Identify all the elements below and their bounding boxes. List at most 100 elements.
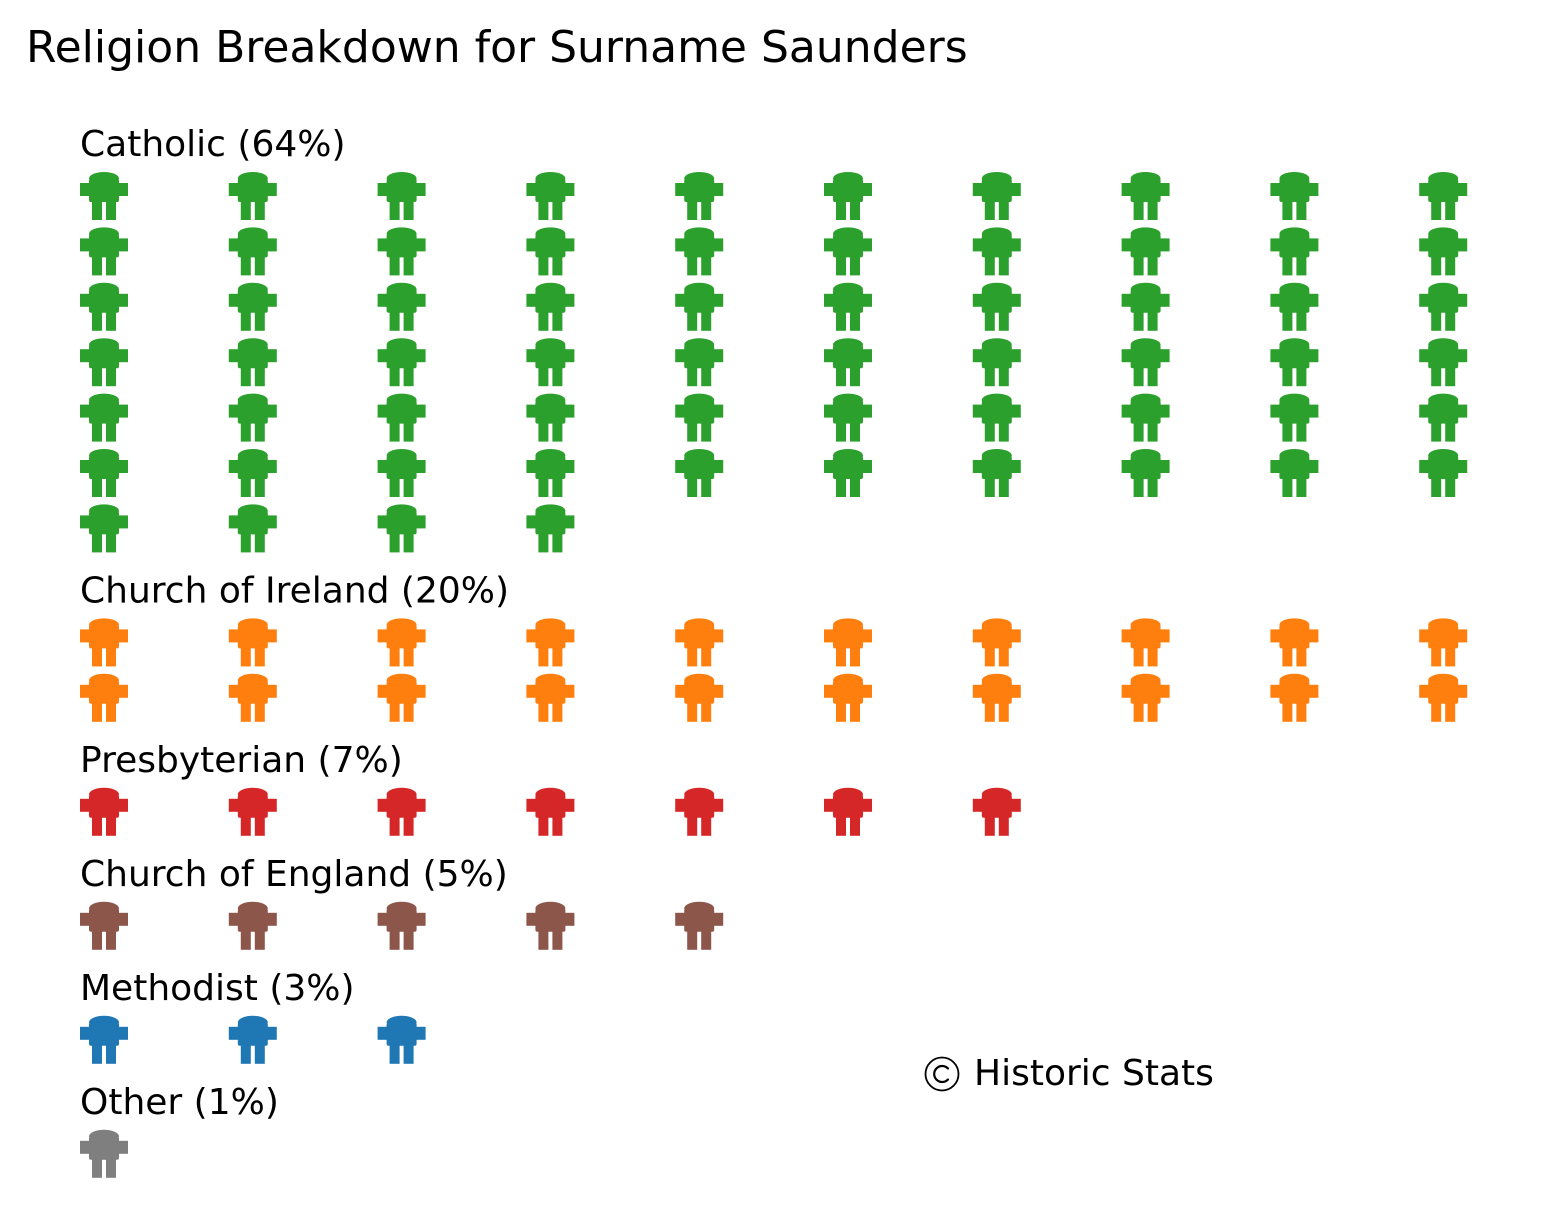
person-icon xyxy=(526,901,575,950)
credit-text: Historic Stats xyxy=(974,1053,1214,1094)
person-icon xyxy=(824,618,872,667)
person-icon xyxy=(972,618,1021,667)
person-icon xyxy=(80,901,128,950)
category-label: Catholic (64%) xyxy=(80,124,346,165)
person-icon xyxy=(824,393,872,442)
person-icon xyxy=(972,227,1021,276)
person-icon xyxy=(526,282,575,331)
person-icon xyxy=(526,227,575,276)
person-icon xyxy=(1121,673,1170,722)
person-icon xyxy=(526,787,575,836)
person-icon xyxy=(1419,338,1468,387)
person-icon xyxy=(1419,172,1468,220)
person-icon xyxy=(80,504,128,553)
copyright-icon xyxy=(924,1056,960,1092)
person-icon xyxy=(972,282,1021,331)
person-icon xyxy=(1270,282,1319,331)
person-icon xyxy=(80,787,128,836)
person-icon xyxy=(80,172,128,220)
category-label: Other (1%) xyxy=(80,1082,279,1123)
person-icon xyxy=(1270,673,1319,722)
person-icon xyxy=(972,449,1021,497)
credit: Historic Stats xyxy=(924,1050,1214,1098)
person-icon xyxy=(228,618,277,667)
person-icon xyxy=(1270,227,1319,276)
person-icon xyxy=(1121,338,1170,387)
person-icon xyxy=(80,393,128,442)
person-icon xyxy=(824,338,872,387)
person-icon xyxy=(228,338,277,387)
chart-title: Religion Breakdown for Surname Saunders xyxy=(26,22,968,73)
person-icon xyxy=(675,172,724,220)
person-icon xyxy=(1270,618,1319,667)
person-icon xyxy=(377,393,426,442)
person-icon xyxy=(377,673,426,722)
person-icon xyxy=(1121,618,1170,667)
person-icon xyxy=(972,787,1021,836)
person-icon xyxy=(228,504,277,553)
person-icon xyxy=(377,449,426,497)
person-icon xyxy=(1419,449,1468,497)
person-icon xyxy=(526,172,575,220)
person-icon xyxy=(80,282,128,331)
person-icon xyxy=(80,338,128,387)
person-icon xyxy=(1121,393,1170,442)
person-icon xyxy=(824,172,872,220)
person-icon xyxy=(972,338,1021,387)
person-icon xyxy=(377,504,426,553)
person-icon xyxy=(377,901,426,950)
person-icon xyxy=(526,673,575,722)
person-icon xyxy=(675,449,724,497)
person-icon xyxy=(377,787,426,836)
person-icon xyxy=(675,787,724,836)
person-icon xyxy=(1121,172,1170,220)
person-icon xyxy=(824,787,872,836)
person-icon xyxy=(1121,449,1170,497)
person-icon xyxy=(377,618,426,667)
category-label: Church of England (5%) xyxy=(80,854,508,895)
person-icon xyxy=(80,227,128,276)
person-icon xyxy=(1270,393,1319,442)
person-icon xyxy=(228,449,277,497)
person-icon xyxy=(377,1015,426,1064)
person-icon xyxy=(972,673,1021,722)
person-icon xyxy=(228,172,277,220)
person-icon xyxy=(1270,338,1319,387)
person-icon xyxy=(526,449,575,497)
person-icon xyxy=(80,1015,128,1064)
category-label: Methodist (3%) xyxy=(80,968,355,1009)
person-icon xyxy=(377,227,426,276)
person-icon xyxy=(228,1015,277,1064)
person-icon xyxy=(80,449,128,497)
person-icon xyxy=(526,618,575,667)
person-icon xyxy=(228,393,277,442)
person-icon xyxy=(1270,172,1319,220)
person-icon xyxy=(675,338,724,387)
person-icon xyxy=(1419,673,1468,722)
person-icon xyxy=(228,673,277,722)
person-icon xyxy=(972,393,1021,442)
person-icon xyxy=(377,282,426,331)
person-icon xyxy=(675,227,724,276)
person-icon xyxy=(1121,227,1170,276)
category-label: Church of Ireland (20%) xyxy=(80,570,509,611)
person-icon xyxy=(1419,227,1468,276)
person-icon xyxy=(1419,393,1468,442)
person-icon xyxy=(228,227,277,276)
person-icon xyxy=(526,393,575,442)
person-icon xyxy=(972,172,1021,220)
person-icon xyxy=(675,901,724,950)
person-icon xyxy=(228,901,277,950)
person-icon xyxy=(675,618,724,667)
person-icon xyxy=(377,172,426,220)
person-icon xyxy=(228,787,277,836)
person-icon xyxy=(824,449,872,497)
person-icon xyxy=(675,393,724,442)
person-icon xyxy=(80,673,128,722)
person-icon xyxy=(526,338,575,387)
person-icon xyxy=(526,504,575,553)
person-icon xyxy=(377,338,426,387)
person-icon xyxy=(80,618,128,667)
category-label: Presbyterian (7%) xyxy=(80,740,403,781)
